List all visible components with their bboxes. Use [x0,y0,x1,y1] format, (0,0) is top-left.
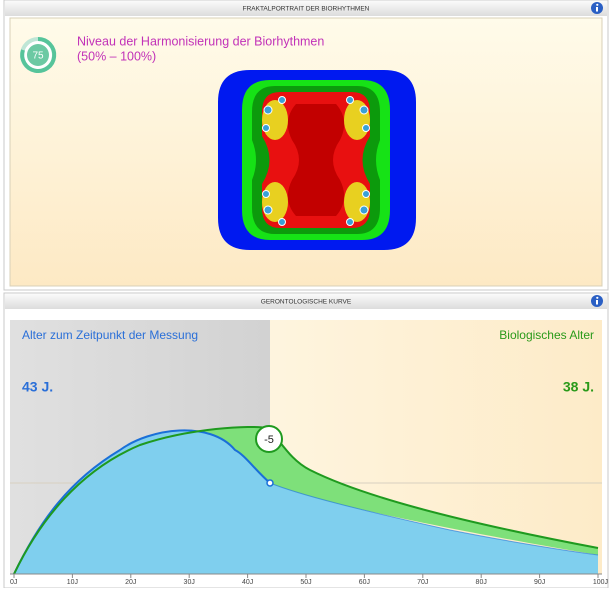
fractal-subtitle: (50% – 100%) [77,49,156,63]
biological-label: Biologisches Alter [499,328,594,342]
info-icon[interactable] [591,295,603,307]
info-icon[interactable] [591,2,603,14]
x-tick-label: 100J [593,579,608,586]
x-tick-label: 40J [242,579,253,586]
chronological-projection [269,482,599,556]
panel-header [5,294,607,309]
panel-title: GERONTOLOGISCHE KURVE [261,299,352,306]
fractal-title: Niveau der Harmonisierung der Biorhythme… [77,34,324,48]
x-tick-label: 60J [359,579,370,586]
fractal-image [218,70,416,250]
difference-value: -5 [264,434,274,446]
badge: 75 [20,36,57,73]
x-tick-label: 50J [300,579,311,586]
x-tick-label: 20J [125,579,136,586]
chronological-age: 43 J. [22,379,53,395]
chronological-curve [13,429,271,575]
biological-age: 38 J. [563,379,594,395]
difference-bubble [255,425,283,453]
x-axis-ticks: 0J 10J 20J 30J 40J 50J 60J 70J 80J 90J 100J [10,574,608,586]
chronological-area [14,430,598,574]
chronological-label: Alter zum Zeitpunkt der Messung [22,328,198,342]
x-tick-label: 90J [534,579,545,586]
x-tick-label: 30J [184,579,195,586]
x-tick-label: 0J [10,579,17,586]
panel-header [5,1,607,16]
age-marker [266,479,274,487]
x-tick-label: 80J [476,579,487,586]
x-tick-label: 70J [417,579,428,586]
panel-title: FRAKTALPORTRAIT DER BIORHYTHMEN [243,6,370,13]
badge-value: 75 [32,51,44,62]
x-tick-label: 10J [67,579,78,586]
